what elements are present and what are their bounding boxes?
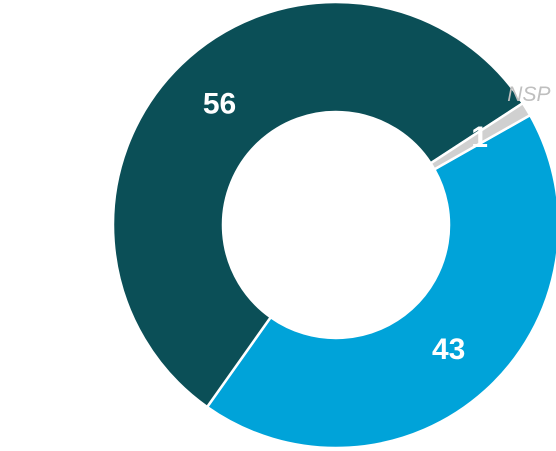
slice-nsp bbox=[428, 101, 532, 172]
donut-slices bbox=[111, 0, 556, 450]
data-label-nsp: 1 bbox=[471, 121, 488, 154]
category-label-nsp: NSP bbox=[507, 83, 550, 106]
data-label-value-56: 56 bbox=[203, 87, 236, 120]
slice-value-56 bbox=[111, 0, 525, 409]
data-label-value-43: 43 bbox=[432, 333, 465, 366]
slice-value-43 bbox=[205, 113, 556, 450]
donut-labels: 43 56 1 NSP bbox=[203, 83, 551, 366]
